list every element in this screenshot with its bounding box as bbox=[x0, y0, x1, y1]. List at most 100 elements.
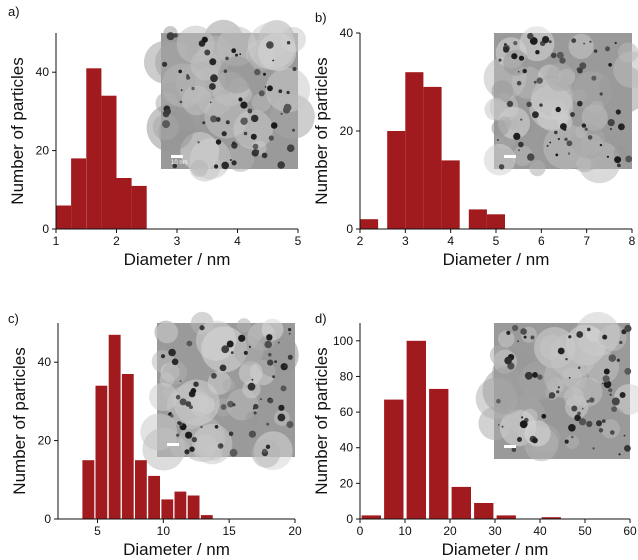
tem-particle bbox=[225, 56, 229, 61]
tem-particle bbox=[618, 453, 621, 456]
tem-particle bbox=[609, 393, 612, 397]
tem-particle bbox=[215, 139, 222, 145]
tem-particle bbox=[286, 41, 291, 45]
y-tick-label: 20 bbox=[340, 124, 354, 138]
tem-particle bbox=[548, 396, 551, 399]
tem-particle bbox=[280, 112, 283, 115]
histogram-bar bbox=[423, 86, 442, 230]
tem-particle bbox=[567, 152, 571, 155]
histogram-bar bbox=[86, 68, 102, 229]
x-tick-label: 15 bbox=[222, 524, 236, 538]
tem-particle bbox=[529, 37, 538, 45]
tem-particle bbox=[589, 40, 592, 43]
tem-particle bbox=[186, 74, 190, 77]
tem-particle bbox=[283, 103, 292, 112]
y-axis-title: Number of particles bbox=[8, 57, 27, 204]
histogram-bar bbox=[496, 515, 516, 519]
tem-region bbox=[491, 80, 514, 102]
tem-particle bbox=[284, 364, 288, 368]
tem-particle bbox=[556, 51, 564, 59]
tem-particle bbox=[599, 143, 603, 147]
x-tick-label: 5 bbox=[94, 524, 101, 538]
tem-particle bbox=[220, 404, 227, 410]
x-tick-label: 20 bbox=[443, 524, 457, 538]
histogram-bar bbox=[71, 158, 87, 229]
tem-particle bbox=[526, 101, 532, 108]
tem-particle bbox=[557, 347, 565, 355]
tem-particle bbox=[185, 431, 193, 439]
tem-particle bbox=[228, 431, 234, 437]
tem-particle bbox=[564, 439, 569, 444]
tem-particle bbox=[292, 128, 295, 132]
histogram-bar bbox=[451, 486, 471, 519]
tem-region bbox=[546, 62, 575, 92]
tem-particle bbox=[608, 354, 617, 362]
tem-particle bbox=[598, 428, 604, 433]
tem-particle bbox=[581, 407, 584, 410]
tem-particle bbox=[498, 58, 502, 62]
y-axis-title: Number of particles bbox=[10, 347, 29, 494]
y-tick-label: 0 bbox=[346, 512, 353, 526]
tem-particle bbox=[176, 433, 180, 437]
tem-region bbox=[600, 419, 621, 439]
tem-particle bbox=[577, 67, 583, 74]
tem-particle bbox=[235, 53, 238, 57]
tem-particle bbox=[520, 328, 527, 335]
tem-particle bbox=[191, 86, 195, 91]
tem-particle bbox=[624, 324, 632, 333]
tem-particle bbox=[171, 358, 179, 366]
histogram-bar bbox=[474, 503, 494, 519]
tem-particle bbox=[219, 443, 224, 448]
tem-particle bbox=[274, 360, 277, 363]
tem-particle bbox=[498, 164, 505, 170]
tem-particle bbox=[264, 86, 267, 88]
tem-particle bbox=[252, 143, 259, 150]
tem-particle bbox=[199, 325, 205, 331]
tem-particle bbox=[165, 108, 172, 115]
tem-particle bbox=[162, 61, 168, 67]
tem-particle bbox=[511, 324, 519, 332]
tem-particle bbox=[225, 120, 230, 125]
tem-particle bbox=[583, 42, 585, 45]
tem-particle bbox=[166, 32, 175, 41]
histogram-bar bbox=[361, 515, 381, 519]
tem-particle bbox=[266, 334, 273, 341]
tem-particle bbox=[168, 348, 176, 357]
tem-particle bbox=[501, 425, 504, 428]
tem-particle bbox=[556, 390, 560, 394]
tem-particle bbox=[266, 422, 270, 426]
tem-particle bbox=[524, 371, 533, 380]
x-tick-label: 0 bbox=[357, 524, 364, 538]
histogram-bar bbox=[121, 374, 134, 519]
tem-particle bbox=[200, 425, 203, 429]
tem-particle bbox=[258, 90, 265, 97]
tem-particle bbox=[611, 406, 617, 412]
tem-particle bbox=[243, 131, 248, 136]
tem-particle bbox=[496, 398, 501, 404]
tem-region bbox=[236, 318, 252, 333]
histogram-bar bbox=[200, 515, 213, 519]
histogram-bar bbox=[116, 178, 132, 229]
tem-particle bbox=[264, 340, 273, 349]
tem-particle bbox=[579, 62, 587, 70]
tem-particle bbox=[260, 398, 262, 400]
tem-particle bbox=[268, 135, 274, 141]
tem-particle bbox=[577, 366, 581, 370]
x-tick-label: 1 bbox=[53, 234, 60, 248]
histogram-bar bbox=[95, 385, 108, 519]
tem-particle bbox=[555, 153, 559, 157]
histogram-bar bbox=[161, 499, 174, 519]
tem-particle bbox=[496, 139, 499, 141]
tem-particle bbox=[238, 97, 243, 102]
tem-particle bbox=[184, 449, 190, 455]
tem-inset-image bbox=[483, 26, 638, 184]
tem-particle bbox=[186, 340, 193, 347]
tem-particle bbox=[602, 382, 604, 385]
histogram-bar bbox=[387, 131, 406, 229]
tem-particle bbox=[584, 127, 588, 131]
tem-particle bbox=[557, 386, 560, 389]
tem-particle bbox=[605, 46, 610, 52]
tem-particle bbox=[277, 161, 286, 169]
x-tick-label: 3 bbox=[402, 234, 409, 248]
tem-particle bbox=[523, 335, 527, 339]
